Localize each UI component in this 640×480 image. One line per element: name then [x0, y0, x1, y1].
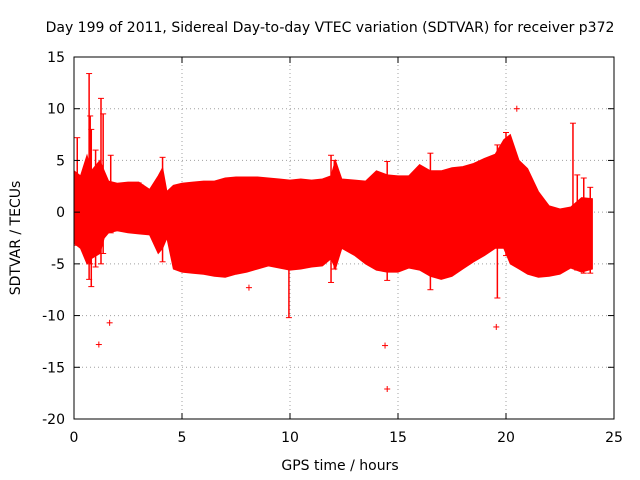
x-tick-label: 20: [497, 430, 515, 446]
data-point: [382, 342, 389, 349]
plot-border: [73, 56, 615, 420]
data-point: [220, 236, 227, 243]
plot-data: [73, 73, 594, 393]
y-tick-label: 10: [47, 102, 65, 118]
data-point: [95, 341, 102, 348]
data-point: [384, 386, 391, 393]
x-tick-label: 25: [605, 430, 623, 446]
y-tick-label: -15: [42, 360, 65, 376]
x-tick-label: 5: [178, 430, 187, 446]
data-point: [513, 105, 520, 112]
tick-labels: 0 5 10 15 20 25 -20 -15 -10 -5 0 5 10 15: [42, 50, 623, 446]
x-tick-label: 10: [281, 430, 299, 446]
y-tick-label: -20: [42, 412, 65, 428]
x-tick-label: 15: [389, 430, 407, 446]
axis-ticks: [73, 56, 615, 420]
data-envelope: [73, 133, 593, 280]
y-tick-label: -5: [51, 257, 65, 273]
data-point: [106, 319, 113, 326]
data-point: [137, 182, 144, 189]
y-tick-label: 15: [47, 50, 65, 66]
x-axis-label: GPS time / hours: [281, 458, 398, 474]
y-tick-label: 0: [56, 205, 65, 221]
y-tick-label: 5: [56, 153, 65, 169]
x-tick-label: 0: [70, 430, 79, 446]
y-axis-label: SDTVAR / TECUs: [8, 181, 24, 296]
data-point: [245, 284, 252, 291]
chart-title: Day 199 of 2011, Sidereal Day-to-day VTE…: [46, 20, 615, 36]
data-point: [493, 323, 500, 330]
y-tick-label: -10: [42, 309, 65, 325]
